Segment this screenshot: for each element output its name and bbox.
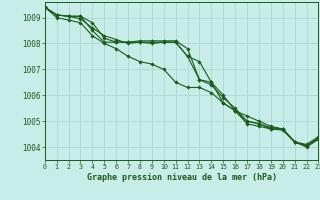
X-axis label: Graphe pression niveau de la mer (hPa): Graphe pression niveau de la mer (hPa) (87, 173, 276, 182)
